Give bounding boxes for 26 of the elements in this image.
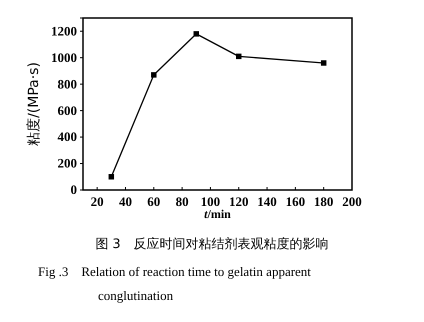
- point: [320, 60, 326, 66]
- x-tick-label: 120: [228, 194, 248, 209]
- x-tick-label: 160: [286, 194, 306, 209]
- x-tick-label: 180: [314, 194, 334, 209]
- point: [151, 72, 157, 78]
- x-tick-label: 100: [200, 194, 220, 209]
- y-tick-label: 200: [58, 156, 77, 171]
- x-tick-label: 60: [147, 194, 160, 209]
- caption: 图 3 反应时间对粘结剂表观粘度的影响: [95, 236, 329, 252]
- point: [194, 31, 199, 37]
- y-axis-title: 粘度/(MPa·s): [26, 62, 42, 146]
- point: [108, 174, 114, 180]
- text: Fig .3 Relation of reaction time to gelatin apparent conglutination: [38, 264, 312, 303]
- x-tick-label: 200: [342, 194, 362, 209]
- y-tick-label: 1200: [51, 23, 77, 38]
- y-tick-label: 400: [58, 129, 77, 144]
- x-tick-label: 20: [90, 194, 104, 209]
- y-tick-label: 800: [58, 76, 77, 92]
- y-tick-label: 0: [70, 182, 77, 198]
- x-tick-label: 80: [176, 194, 189, 209]
- y-tick-label: 600: [58, 102, 77, 118]
- y-tick-label: 1000: [51, 50, 77, 65]
- x-tick-label: 40: [118, 194, 132, 209]
- point: [236, 54, 242, 60]
- x-tick-label: 140: [257, 194, 277, 209]
- x-axis-title: t/min: [204, 207, 232, 221]
